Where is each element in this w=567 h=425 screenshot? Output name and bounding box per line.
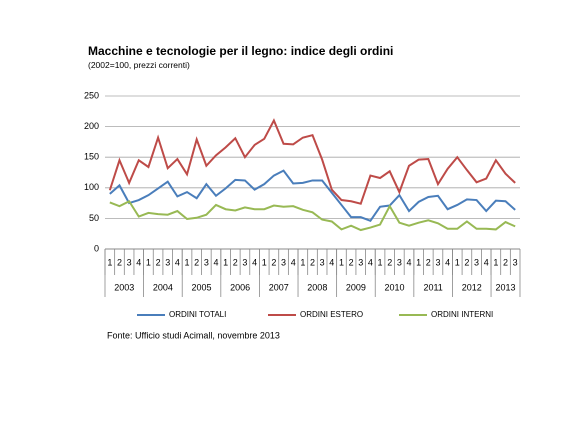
x-tick-label: 4 [329,257,334,267]
x-tick-label: 2 [503,257,508,267]
y-tick-label: 0 [94,243,99,253]
x-tick-label: 4 [136,257,141,267]
x-tick-label: 1 [378,257,383,267]
x-tick-label: 2 [271,257,276,267]
chart-title: Macchine e tecnologie per il legno: indi… [88,44,393,58]
x-tick-label: 1 [300,257,305,267]
x-tick-label: 1 [107,257,112,267]
x-tick-label: 2 [310,257,315,267]
x-tick-label: 4 [407,257,412,267]
x-tick-label: 3 [281,257,286,267]
y-tick-label: 150 [84,152,99,162]
x-tick-label: 3 [127,257,132,267]
series-line [109,169,516,223]
x-tick-label: 1 [223,257,228,267]
year-label: 2010 [385,282,405,292]
x-tick-label: 3 [397,257,402,267]
x-tick-label: 4 [252,257,257,267]
x-tick-label: 4 [213,257,218,267]
x-tick-label: 4 [175,257,180,267]
y-tick-label: 250 [84,90,99,100]
source-note: Fonte: Ufficio studi Acimall, novembre 2… [107,330,280,340]
x-tick-label: 1 [339,257,344,267]
x-tick-label: 4 [484,257,489,267]
x-tick-label: 1 [493,257,498,267]
x-tick-label: 4 [445,257,450,267]
year-label: 2011 [423,282,442,292]
x-tick-label: 2 [349,257,354,267]
year-label: 2009 [346,282,366,292]
year-label: 2008 [307,282,327,292]
x-tick-label: 3 [204,257,209,267]
legend-label: ORDINI ESTERO [300,310,363,319]
x-tick-label: 2 [387,257,392,267]
x-tick-label: 1 [146,257,151,267]
x-tick-label: 3 [320,257,325,267]
year-label: 2004 [153,282,173,292]
x-tick-label: 2 [156,257,161,267]
y-tick-label: 200 [84,121,99,131]
x-tick-label: 4 [368,257,373,267]
x-tick-label: 3 [358,257,363,267]
legend-label: ORDINI TOTALI [169,310,226,319]
y-tick-label: 50 [89,213,99,223]
x-tick-label: 3 [474,257,479,267]
x-tick-label: 1 [185,257,190,267]
series-line [108,118,516,205]
x-tick-label: 4 [291,257,296,267]
chart-subtitle: (2002=100, prezzi correnti) [88,60,190,70]
year-label: 2005 [191,282,211,292]
year-label: 2012 [462,282,482,292]
x-tick-label: 2 [426,257,431,267]
year-label: 2006 [230,282,250,292]
series-line [109,199,516,232]
x-tick-label: 2 [117,257,122,267]
x-tick-label: 1 [416,257,421,267]
x-tick-label: 2 [464,257,469,267]
x-tick-label: 3 [435,257,440,267]
year-label: 2003 [114,282,134,292]
x-tick-label: 1 [262,257,267,267]
legend-label: ORDINI INTERNI [431,310,493,319]
y-tick-label: 100 [84,182,99,192]
x-tick-label: 3 [242,257,247,267]
x-tick-label: 1 [455,257,460,267]
x-tick-label: 3 [165,257,170,267]
year-label: 2013 [496,282,516,292]
x-tick-label: 3 [513,257,518,267]
year-label: 2007 [269,282,289,292]
x-tick-label: 2 [194,257,199,267]
x-tick-label: 2 [233,257,238,267]
